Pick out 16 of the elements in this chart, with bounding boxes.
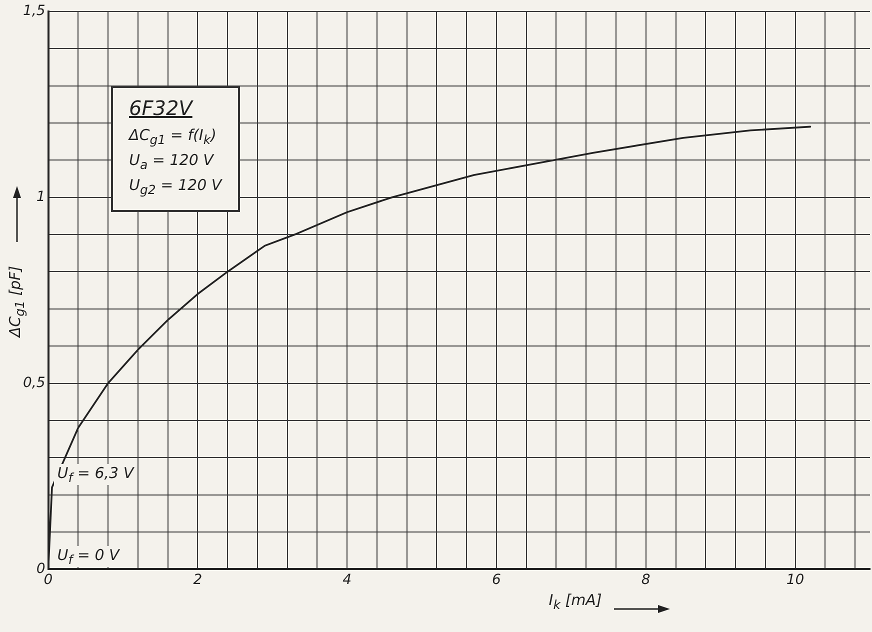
annotation: 6F32V [129, 96, 194, 120]
y-tick-label: 0 [36, 560, 46, 577]
annotation: U$_{a}$ = 120 V [129, 150, 216, 174]
y-tick-label: 0,5 [23, 374, 46, 391]
annotation: U$_{f}$ = 0 V [54, 546, 122, 568]
x-tick-label: 8 [641, 572, 650, 588]
annotation: U$_{g2}$ = 120 V [129, 174, 222, 199]
annotation: ΔC$_{g1}$ = f(I$_{k}$) [129, 124, 218, 149]
y-tick-label: 1 [36, 188, 46, 205]
x-tick-label: 10 [786, 572, 804, 588]
x-tick-label: 2 [193, 572, 202, 588]
y-tick-label: 1,5 [23, 3, 46, 20]
annotation: U$_{f}$ = 6,3 V [54, 464, 137, 486]
x-tick-label: 4 [342, 572, 352, 588]
x-axis-title: I$_{k}$ [mA] [548, 591, 602, 612]
x-tick-label: 6 [492, 572, 502, 588]
